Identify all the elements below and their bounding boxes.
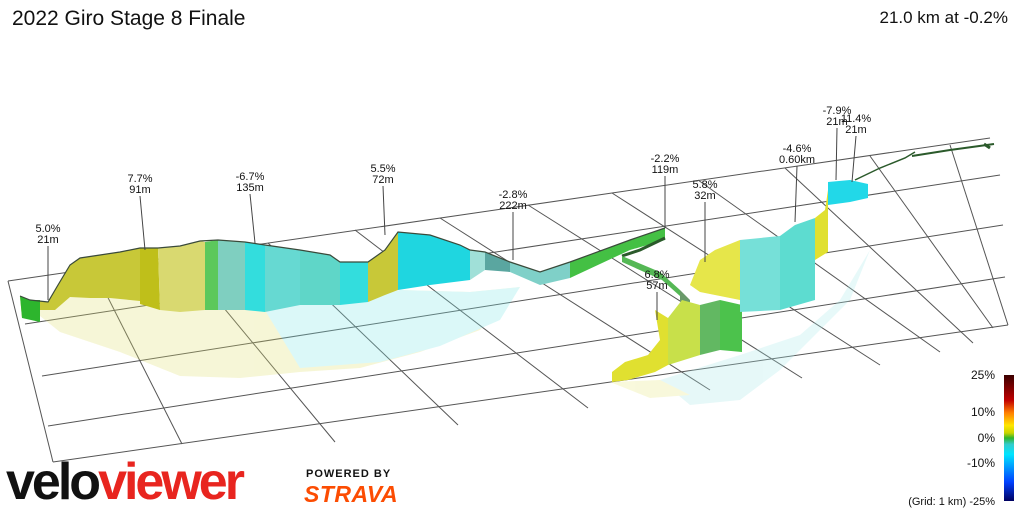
profile-tail: [854, 142, 995, 181]
strava-logo[interactable]: STRAVA: [304, 481, 399, 507]
powered-by-label: POWERED BY: [306, 468, 392, 480]
callout-length: 21m: [826, 116, 847, 128]
callout-grade: 11.4%: [841, 113, 872, 125]
callout-grade: -6.7%: [236, 171, 265, 183]
callout-length: 0.60km: [779, 154, 815, 166]
callout-leader: [794, 165, 798, 223]
callout-length: 32m: [694, 190, 715, 202]
callout-length: 72m: [372, 174, 393, 186]
elevation-ribbon: [20, 228, 665, 322]
legend-label-25: 25%: [970, 368, 995, 382]
callout-grade: -2.8%: [499, 189, 528, 201]
profile-reflection: [20, 250, 870, 405]
callout-leader: [139, 195, 146, 251]
callout-length: 119m: [652, 164, 679, 176]
gradient-legend-bar: [1004, 375, 1014, 501]
elevation-ribbon-middle: [612, 180, 868, 382]
callout-grade: 7.7%: [127, 173, 152, 185]
callout-length: 135m: [236, 182, 264, 194]
callout-grade: 5.0%: [35, 223, 60, 235]
callout-length: 57m: [646, 280, 667, 292]
callout-leader: [851, 135, 857, 183]
callout-length: 91m: [129, 184, 150, 196]
logo-viewer-text: viewer: [98, 453, 245, 511]
callout-grade: -2.2%: [651, 153, 680, 165]
callout-grade: 6.8%: [644, 269, 669, 281]
profile-outline: [19, 227, 666, 303]
callout-grade: -4.6%: [783, 143, 812, 155]
callout-length: 21m: [37, 234, 58, 246]
legend-label-minus25: -25%: [969, 496, 995, 508]
logo-velo-text: velo: [6, 453, 101, 511]
grid-note: (Grid: 1 km): [908, 496, 967, 508]
route-summary: 21.0 km at -0.2%: [879, 8, 1008, 27]
legend-label-minus10: -10%: [966, 456, 995, 470]
gradient-callouts: 5.0%21m7.7%91m-6.7%135m5.5%72m-2.8%222m-…: [35, 105, 871, 320]
page-title: 2022 Giro Stage 8 Finale: [12, 7, 246, 30]
legend-footer: (Grid: 1 km) -25%: [908, 496, 995, 508]
callout-leader: [382, 185, 386, 236]
legend-label-0: 0%: [977, 431, 995, 445]
callout-leader: [835, 127, 838, 181]
callout-leader: [249, 193, 256, 244]
callout-length: 21m: [845, 124, 866, 136]
legend-label-10: 10%: [970, 405, 995, 419]
callout-grade: 5.8%: [692, 179, 717, 191]
callout-grade: 5.5%: [370, 163, 395, 175]
callout-grade: -7.9%: [823, 105, 852, 117]
callout-length: 222m: [499, 200, 527, 212]
veloviewer-logo[interactable]: veloviewer: [6, 452, 245, 512]
